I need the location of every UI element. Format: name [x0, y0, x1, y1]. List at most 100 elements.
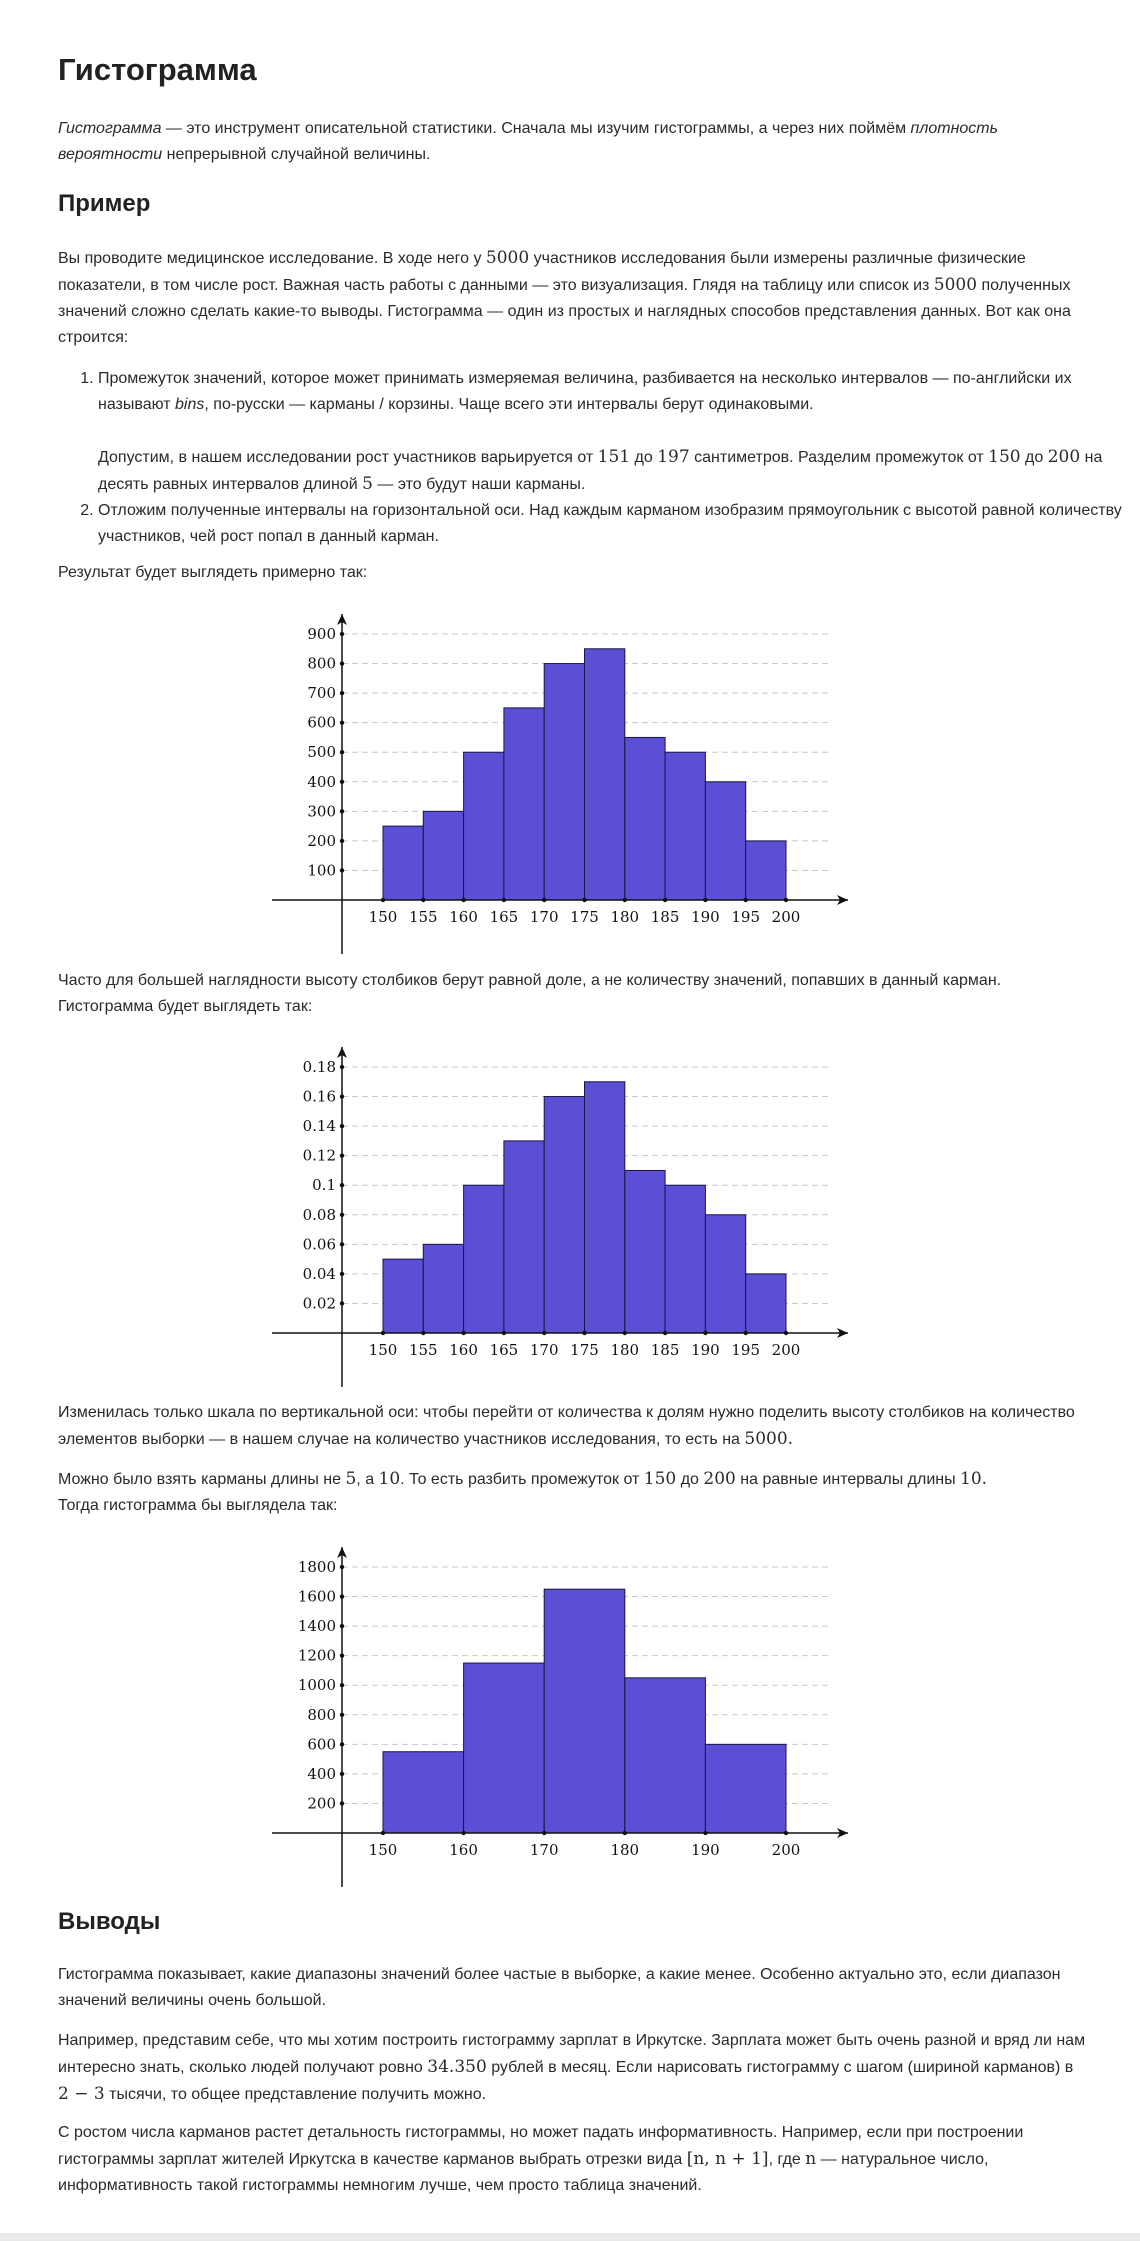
x-tick-label: 180 [610, 1341, 639, 1359]
y-tick-label: 1200 [298, 1647, 336, 1665]
histogram-bar [584, 648, 626, 901]
y-tick [339, 1742, 345, 1747]
histogram-bar [543, 1096, 586, 1334]
x-tick [380, 1830, 386, 1836]
y-tick-label: 800 [307, 1706, 336, 1724]
histogram-counts-bin10: 200 400 600 800 1000 1200 1400 1600 1800 150 160 17… [272, 1547, 848, 1887]
x-tick [542, 1330, 547, 1336]
histogram-bar [745, 1273, 787, 1334]
text: Тогда гистограмма бы выглядела так: [58, 1497, 338, 1514]
x-tick-label: 195 [731, 908, 760, 926]
y-tick [339, 809, 345, 814]
math-value: 10. [960, 1469, 988, 1489]
x-tick-label: 180 [610, 1841, 639, 1859]
text: на десять равных интервалов длиной [98, 449, 1103, 493]
x-tick [703, 1330, 708, 1336]
intro-term-density: плотность вероятности [58, 120, 999, 163]
x-tick-label: 175 [570, 908, 599, 926]
x-tick [582, 1330, 587, 1336]
y-tick [339, 750, 345, 755]
histogram-bar [704, 1214, 747, 1334]
histogram-bar [463, 751, 505, 901]
example-paragraph: Вы проводите медицинское исследование. В… [58, 245, 1088, 351]
y-tick [339, 838, 345, 844]
histogram-bar [382, 1258, 424, 1334]
math-value: 150 [988, 447, 1021, 467]
math-value: 200 [1047, 447, 1081, 467]
y-tick [339, 1242, 345, 1247]
x-tick-label: 175 [570, 1341, 599, 1359]
text: С ростом числа карманов растет детальнос… [58, 2124, 1024, 2168]
x-tick [743, 897, 748, 903]
x-tick-label: 160 [449, 1341, 478, 1359]
y-tick-label: 0.02 [303, 1294, 336, 1312]
x-tick [380, 1330, 386, 1336]
x-tick-label: 150 [369, 908, 398, 926]
histogram-bar [463, 1662, 545, 1834]
math-value: 5000 [933, 275, 978, 295]
y-tick [339, 1212, 345, 1217]
histogram-counts-bin5: 100 200 300 400 500 600 700 800 900 150 155 160 165 1… [272, 614, 848, 954]
conclusion-paragraph-3: С ростом числа карманов растет детальнос… [58, 2120, 1088, 2199]
y-tick-label: 0.18 [303, 1058, 336, 1076]
y-tick [339, 720, 345, 725]
x-tick-label: 200 [772, 1341, 801, 1359]
text: тысячи, то общее представление получить … [104, 2086, 487, 2103]
y-tick-label: 600 [307, 1735, 336, 1753]
x-tick-label: 155 [409, 1341, 438, 1359]
histogram-bar [745, 840, 787, 901]
text: Можно было взять карманы длины не [58, 1471, 346, 1488]
list-item: Отложим полученные интервалы на горизонт… [98, 498, 1128, 550]
page-footer-bar [0, 2233, 1140, 2241]
y-tick-label: 0.08 [303, 1206, 336, 1224]
intro-text-1: — это инструмент описательной статистики… [161, 120, 911, 137]
x-tick-label: 170 [530, 908, 559, 926]
y-tick [339, 1771, 345, 1777]
histogram-bar [382, 1751, 465, 1834]
histogram-bar [624, 1677, 706, 1834]
y-tick-label: 200 [307, 832, 336, 850]
y-tick [339, 631, 345, 637]
x-tick-label: 165 [490, 908, 519, 926]
y-tick [339, 661, 345, 666]
bins10-paragraph: Можно было взять карманы длины не 5, а 1… [58, 1466, 1088, 1519]
histogram-bar [624, 1169, 666, 1334]
y-tick-label: 100 [307, 861, 336, 879]
histogram-bar [704, 1743, 787, 1834]
math-value: 197 [657, 447, 690, 467]
y-tick-label: 400 [307, 1765, 336, 1783]
y-tick [339, 779, 345, 784]
x-tick [461, 1330, 466, 1336]
x-tick-label: 190 [691, 1841, 720, 1859]
x-tick [501, 1330, 507, 1336]
y-tick [339, 1123, 345, 1129]
x-tick [703, 897, 708, 903]
x-tick [501, 897, 507, 903]
x-tick-label: 150 [369, 1341, 398, 1359]
math-value: 10 [378, 1469, 401, 1489]
x-tick [622, 897, 627, 903]
text: участников исследования были измерены ра… [58, 250, 1026, 294]
x-tick [380, 897, 386, 903]
histogram-bar [624, 736, 666, 901]
y-tick [339, 1271, 345, 1277]
steps-list: Промежуток значений, которое может прини… [58, 366, 1128, 550]
y-tick-label: 500 [307, 743, 336, 761]
histogram-shares-bin5: 0.02 0.04 0.06 0.08 0.1 0.12 0.14 0.16 0.18 150 15… [272, 1047, 848, 1387]
list-item-note: Допустим, в нашем исследовании рост учас… [98, 444, 1128, 498]
histogram-bar [422, 810, 465, 901]
x-tick [622, 1830, 627, 1836]
x-tick [783, 1330, 789, 1336]
text: сантиметров. Разделим промежуток от [689, 449, 989, 466]
text: полученных значений сложно сделать какие… [58, 277, 1071, 346]
math-value: 5 [362, 474, 373, 494]
text: до [630, 449, 658, 466]
math-value: 151 [597, 447, 631, 467]
y-tick [339, 1683, 345, 1688]
y-tick-label: 800 [307, 655, 336, 673]
math-value: 2 − 3 [58, 2084, 105, 2104]
y-tick [339, 1153, 345, 1158]
text: рублей в месяц. Если нарисовать гистогра… [486, 2059, 1074, 2076]
text: , по-русски — карманы / корзины. Чаще вс… [204, 396, 814, 413]
x-tick [582, 897, 587, 903]
